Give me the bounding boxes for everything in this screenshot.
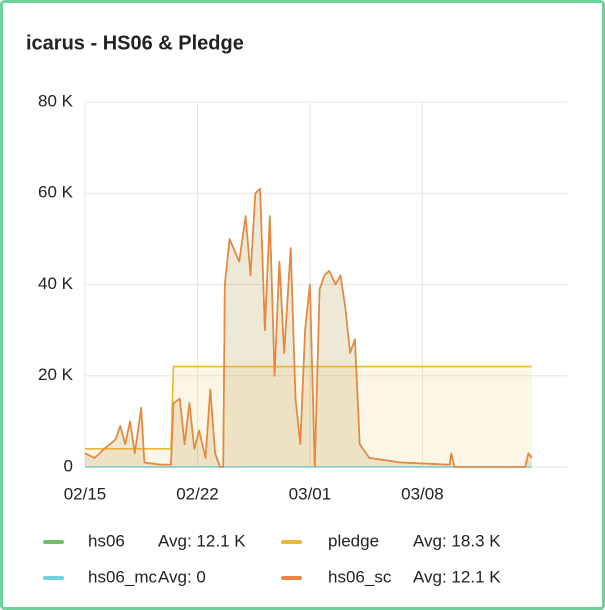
- x-tick-label: 03/01: [289, 484, 332, 503]
- series-line: [84, 187, 533, 468]
- y-tick-label: 60 K: [38, 183, 74, 202]
- panel-title: icarus - HS06 & Pledge: [26, 32, 244, 54]
- legend-name: hs06_mc: [88, 567, 157, 586]
- area-fill: [85, 188, 532, 467]
- x-tick-label: 02/22: [176, 484, 219, 503]
- legend-value: Avg: 12.1 K: [413, 567, 501, 586]
- x-tick-label: 02/15: [64, 484, 107, 503]
- legend-name: hs06: [88, 531, 125, 550]
- y-tick-label: 80 K: [38, 91, 74, 110]
- y-tick-label: 20 K: [38, 365, 74, 384]
- series-line: [85, 365, 532, 450]
- x-tick-label: 03/08: [401, 484, 444, 503]
- legend-value: Avg: 12.1 K: [158, 531, 246, 550]
- area-fill: [85, 188, 532, 467]
- legend-name: hs06_sc: [328, 567, 392, 586]
- legend-value: Avg: 0: [158, 567, 206, 586]
- legend-value: Avg: 18.3 K: [413, 531, 501, 550]
- legend-name: pledge: [328, 531, 379, 550]
- y-tick-label: 40 K: [38, 274, 74, 293]
- y-tick-label: 0: [64, 456, 73, 475]
